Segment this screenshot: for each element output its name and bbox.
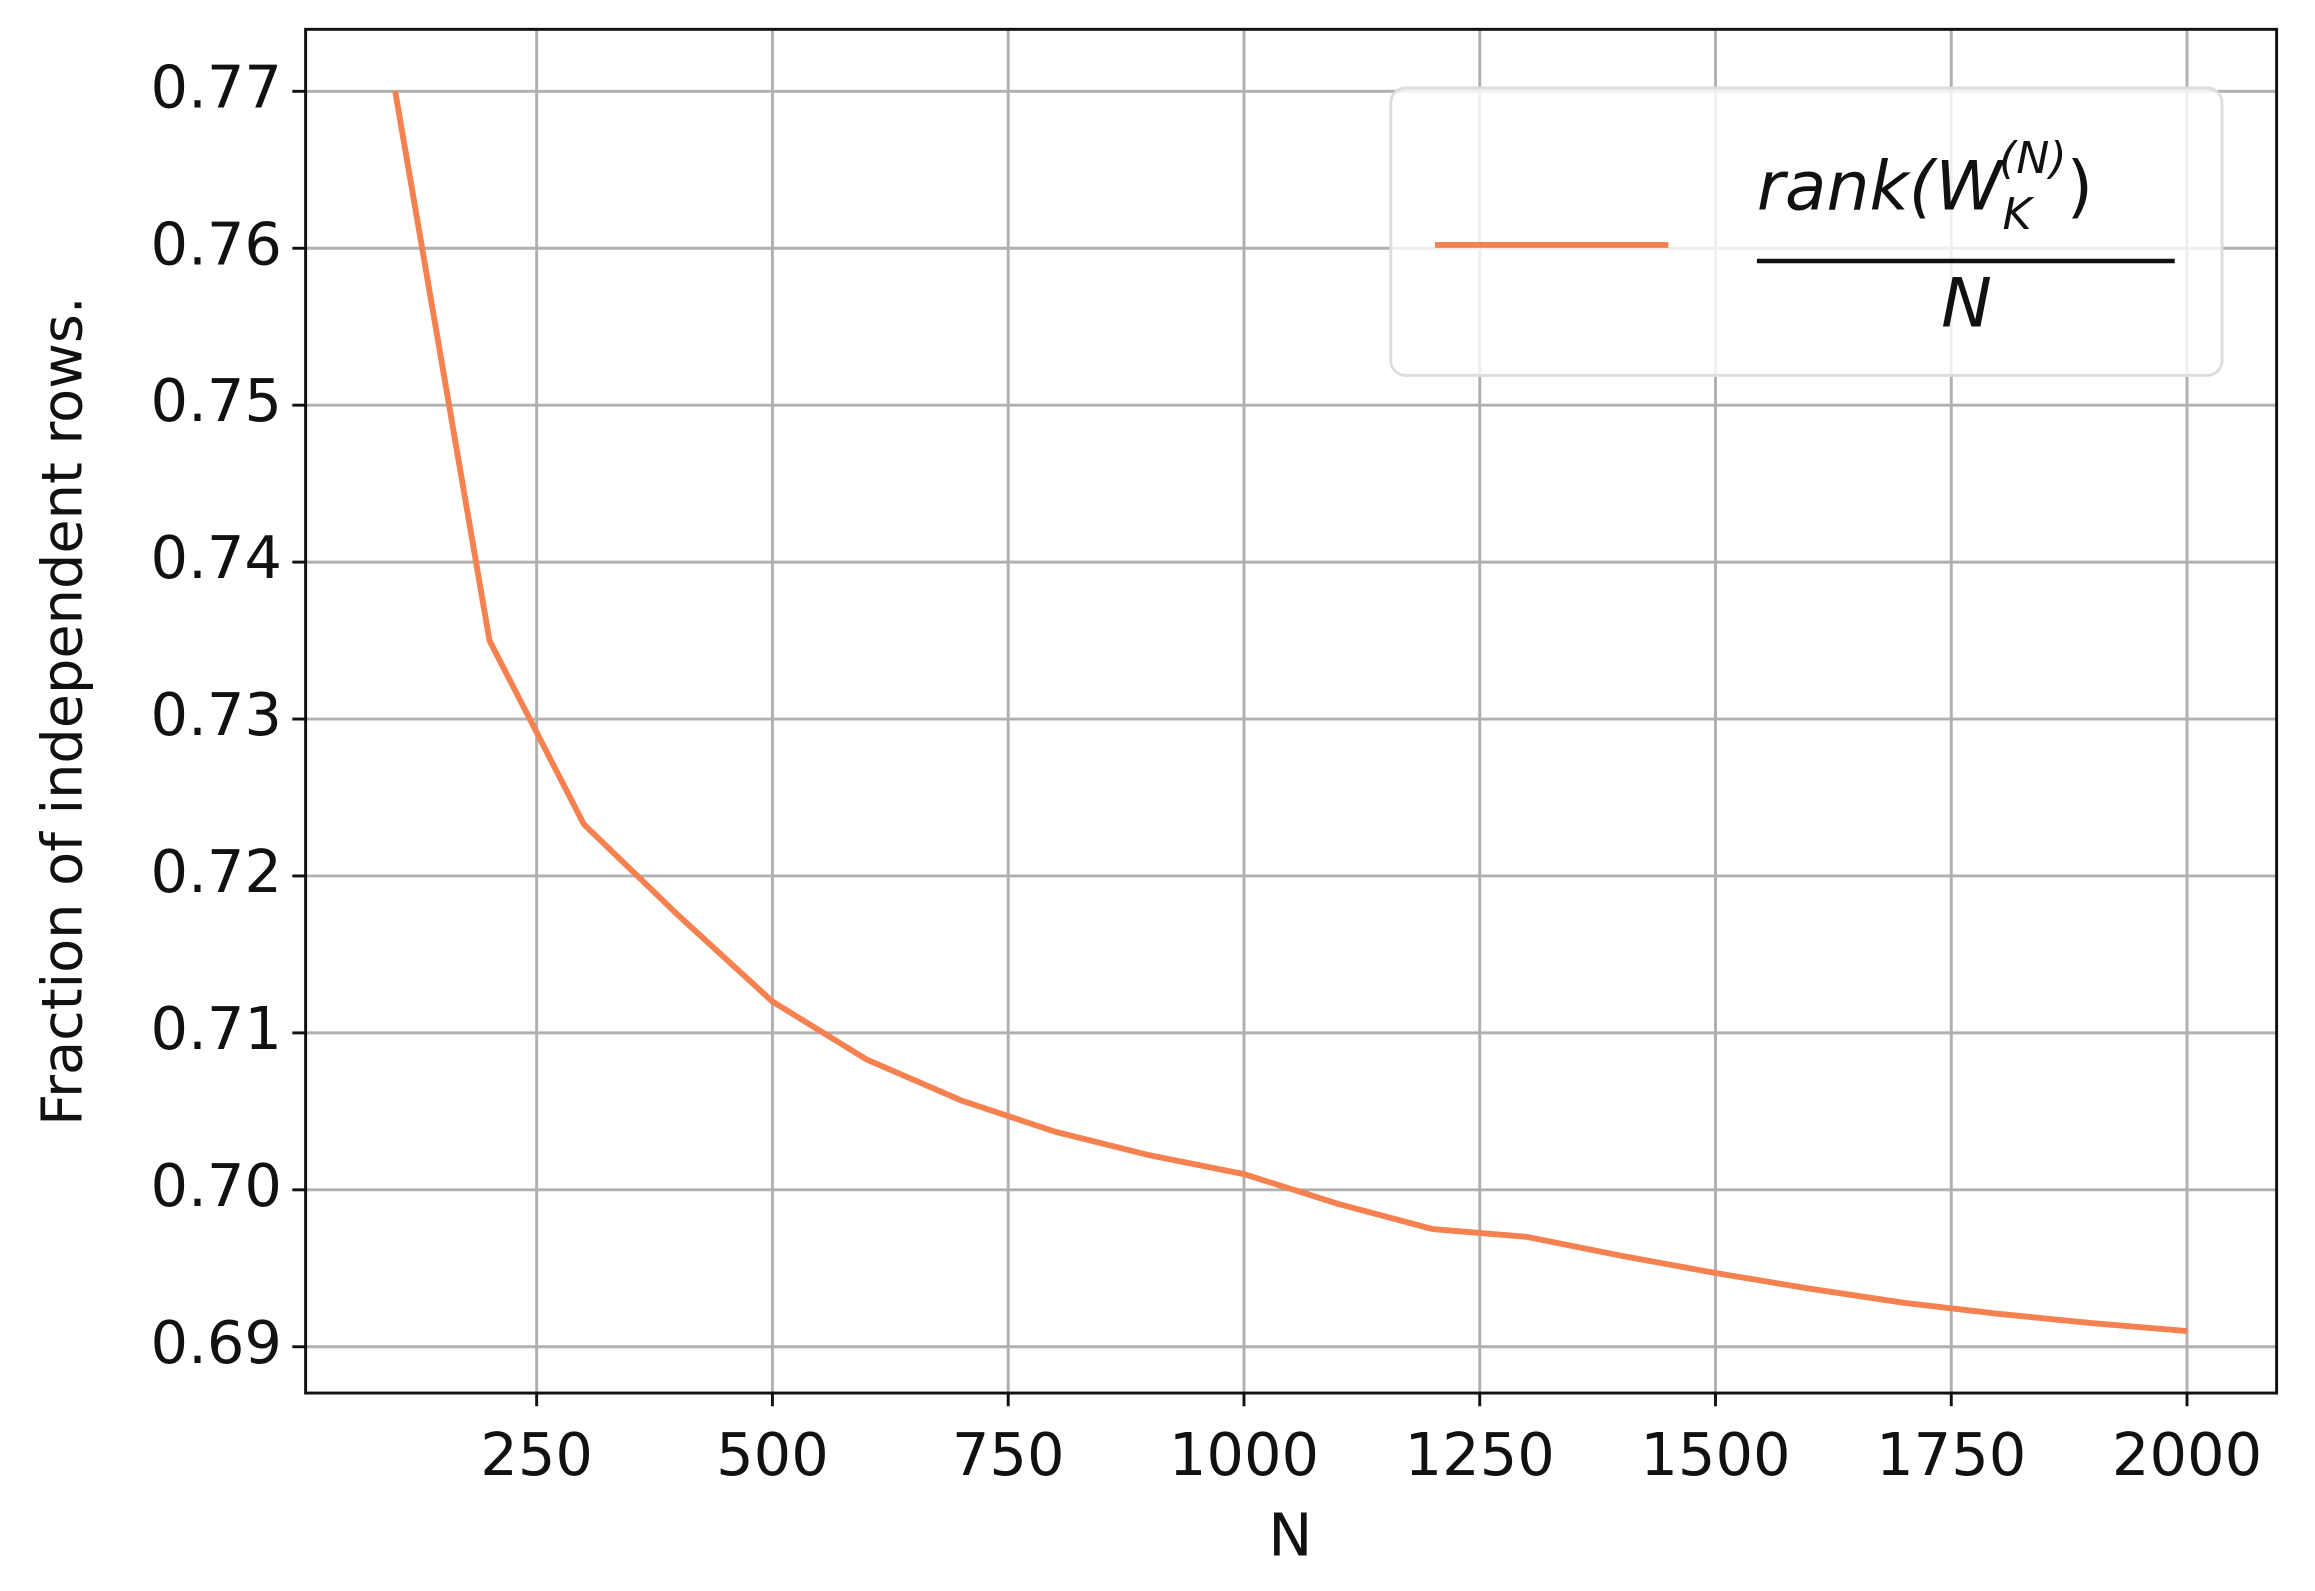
x-tick-label: 1000	[1169, 1420, 1319, 1489]
x-tick-label: 1250	[1405, 1420, 1555, 1489]
y-tick-label: 0.75	[151, 366, 282, 435]
plot	[392, 90, 2188, 1334]
legend-text: rank(W	[1757, 146, 2006, 225]
y-tick-label: 0.69	[151, 1308, 282, 1377]
grid	[305, 29, 2277, 1394]
data-line	[392, 90, 2188, 1334]
y-tick-label: 0.71	[151, 994, 282, 1063]
x-tick-label: 750	[952, 1420, 1065, 1489]
x-tick-label: 1750	[1876, 1420, 2026, 1489]
y-tick-label: 0.73	[151, 680, 282, 749]
x-tick-label: 2000	[2112, 1420, 2262, 1489]
legend-numerator: rank(WK(N))	[1757, 133, 2093, 240]
x-tick-label: 500	[716, 1420, 829, 1489]
y-axis-label: Fraction of independent rows.	[30, 296, 95, 1125]
axes-frame	[304, 27, 2279, 1395]
x-axis-label: N	[1268, 1501, 1312, 1570]
legend-subscript: K	[2002, 189, 2034, 240]
y-tick-label: 0.74	[151, 523, 282, 592]
y-tick-label: 0.76	[151, 209, 282, 278]
legend-superscript: (N)	[1999, 133, 2067, 184]
legend-box	[1389, 86, 2224, 377]
x-tick-label: 250	[480, 1420, 593, 1489]
legend: rank(WK(N)) N	[1389, 86, 2224, 377]
legend-denominator: N	[1941, 264, 1992, 343]
y-tick-label: 0.77	[151, 53, 282, 122]
legend-text: )	[2067, 146, 2093, 225]
x-tick-label: 1500	[1640, 1420, 1790, 1489]
y-tick-label: 0.72	[151, 837, 282, 906]
y-tick-label: 0.70	[151, 1151, 282, 1220]
